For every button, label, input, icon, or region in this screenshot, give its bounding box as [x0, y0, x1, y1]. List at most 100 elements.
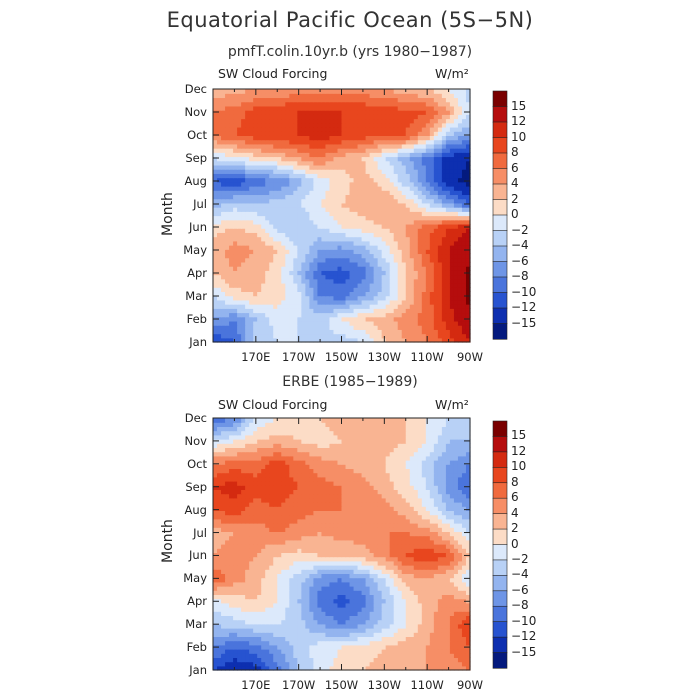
heatmap-cell: [401, 160, 407, 166]
heatmap-cell: [377, 245, 383, 250]
heatmap-cell: [273, 316, 278, 322]
heatmap-cell: [377, 215, 383, 221]
heatmap-cell: [233, 114, 238, 120]
heatmap-cell: [241, 152, 246, 158]
heatmap-cell: [369, 236, 375, 242]
heatmap-cell: [409, 619, 415, 625]
heatmap-cell: [293, 249, 298, 255]
heatmap-cell: [377, 291, 383, 297]
heatmap-cell: [265, 211, 270, 217]
heatmap-cell: [225, 198, 230, 204]
heatmap-cell: [385, 299, 391, 305]
heatmap-cell: [257, 291, 262, 297]
heatmap-cell: [217, 228, 222, 233]
heatmap-cell: [213, 245, 218, 250]
heatmap-cell: [369, 287, 375, 292]
heatmap-cell: [437, 245, 443, 250]
heatmap-cell: [309, 190, 314, 196]
heatmap-cell: [349, 228, 355, 233]
heatmap-cell: [373, 131, 379, 136]
heatmap-cell: [433, 194, 439, 200]
heatmap-cell: [417, 632, 423, 637]
heatmap-cell: [277, 173, 282, 179]
heatmap-cell: [449, 215, 455, 221]
heatmap-cell: [249, 198, 254, 204]
heatmap-cell: [349, 118, 355, 124]
heatmap-cell: [249, 337, 254, 343]
heatmap-cell: [441, 160, 447, 166]
heatmap-cell: [325, 665, 331, 671]
heatmap-cell: [385, 232, 391, 238]
heatmap-cell: [313, 110, 319, 115]
heatmap-cell: [277, 215, 282, 221]
heatmap-cell: [449, 152, 455, 158]
heatmap-cell: [433, 295, 439, 301]
heatmap-cell: [405, 194, 411, 200]
heatmap-cell: [221, 623, 226, 629]
heatmap-cell: [437, 304, 443, 309]
heatmap-cell: [349, 194, 355, 200]
heatmap-cell: [437, 325, 443, 330]
heatmap-cell: [257, 228, 262, 233]
heatmap-cell: [253, 152, 258, 158]
heatmap-cell: [401, 232, 407, 238]
heatmap-cell: [293, 97, 298, 103]
heatmap-cell: [437, 253, 443, 259]
heatmap-cell: [425, 602, 431, 608]
heatmap-cell: [281, 320, 286, 326]
heatmap-cell: [333, 249, 339, 255]
heatmap-cell: [253, 640, 258, 646]
heatmap-cell: [429, 312, 435, 318]
heatmap-cell: [261, 282, 266, 288]
heatmap-cell: [309, 623, 314, 629]
heatmap-cell: [261, 143, 266, 149]
heatmap-cell: [273, 598, 278, 604]
colorbar-tick-label: −15: [511, 315, 537, 330]
heatmap-cell: [277, 282, 282, 288]
heatmap-cell: [453, 126, 459, 132]
heatmap-cell: [281, 101, 286, 107]
heatmap-cell: [257, 337, 262, 343]
heatmap-cell: [241, 257, 246, 263]
heatmap-cell: [321, 295, 327, 301]
heatmap-cell: [457, 257, 463, 263]
heatmap-cell: [429, 122, 435, 128]
heatmap-cell: [417, 160, 423, 166]
heatmap-cell: [321, 602, 327, 608]
heatmap-cell: [265, 299, 270, 305]
heatmap-cell: [325, 156, 331, 162]
heatmap-cell: [353, 219, 359, 225]
colorbar-swatch: [492, 106, 508, 123]
heatmap-cell: [229, 190, 234, 196]
heatmap-cell: [269, 291, 274, 297]
heatmap-cell: [277, 126, 282, 132]
heatmap-cell: [437, 232, 443, 238]
heatmap-cell: [241, 274, 246, 280]
heatmap-cell: [385, 118, 391, 124]
heatmap-cell: [281, 194, 286, 200]
heatmap-cell: [381, 143, 387, 149]
heatmap-cell: [289, 611, 294, 616]
heatmap-cell: [281, 93, 286, 99]
heatmap-cell: [421, 164, 427, 170]
heatmap-cell: [221, 160, 226, 166]
heatmap-cell: [381, 135, 387, 141]
heatmap-cell: [389, 644, 395, 650]
heatmap-cell: [413, 160, 419, 166]
heatmap-cell: [393, 139, 399, 145]
heatmap-cell: [237, 329, 242, 335]
heatmap-cell: [273, 632, 278, 637]
heatmap-cell: [289, 131, 294, 136]
heatmap-cell: [273, 611, 278, 616]
heatmap-cell: [321, 615, 327, 621]
heatmap-cell: [429, 185, 435, 191]
heatmap-cell: [305, 636, 310, 642]
heatmap-cell: [317, 190, 323, 196]
heatmap-cell: [461, 207, 467, 212]
heatmap-cell: [269, 131, 274, 136]
heatmap-cell: [381, 623, 387, 629]
heatmap-cell: [425, 661, 431, 667]
heatmap-cell: [293, 304, 298, 309]
heatmap-cell: [241, 337, 246, 343]
heatmap-cell: [401, 207, 407, 212]
